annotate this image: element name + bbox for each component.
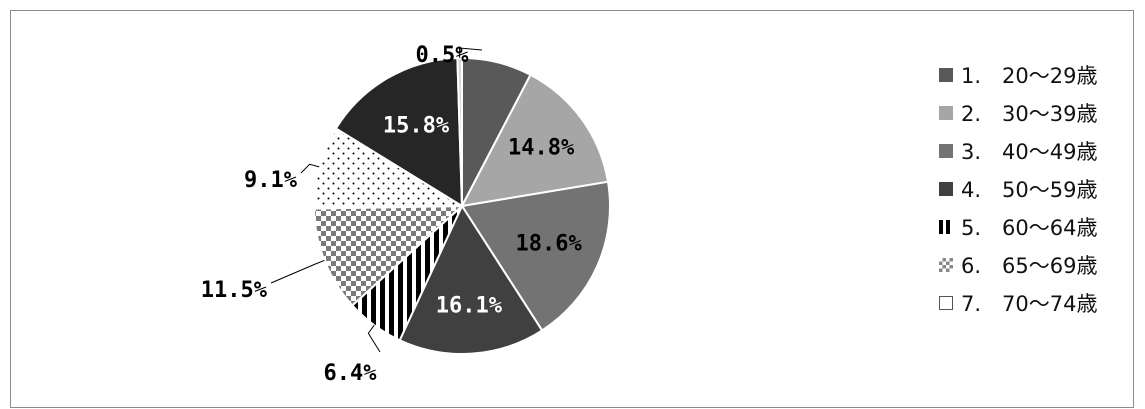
- leader-line: [459, 47, 483, 59]
- legend-label: 7. 70～74歳: [961, 292, 1098, 316]
- leader-line: [300, 163, 320, 174]
- legend-swatch: [939, 144, 953, 158]
- legend-label: 1. 20～29歳: [961, 64, 1098, 88]
- data-label: 0.5%: [416, 43, 470, 68]
- data-label: 11.5%: [201, 278, 268, 303]
- legend-label: 2. 30～39歳: [961, 102, 1098, 126]
- pie-slice: [313, 127, 466, 210]
- legend-swatch: [939, 68, 953, 82]
- pie-chart: 14.8% 18.6% 16.1% 6.4% 11.5% 9.1% 15.8% 0.5%: [201, 43, 611, 386]
- pie-slice: [460, 180, 611, 332]
- pie-slice: [460, 73, 610, 208]
- pie-slice: [313, 204, 465, 307]
- legend-item: 5. 60～64歳: [939, 208, 1097, 246]
- chart-frame: 14.8% 18.6% 16.1% 6.4% 11.5% 9.1% 15.8% 0.5% 1.…: [10, 10, 1134, 408]
- legend-swatch: [939, 106, 953, 120]
- leader-line: [367, 324, 381, 353]
- legend-swatch: [939, 182, 953, 196]
- legend-swatch: [939, 296, 953, 310]
- pie-slice: [398, 203, 544, 355]
- legend-item: 1. 20～29歳: [939, 56, 1097, 94]
- legend-item: 4. 50～59歳: [939, 170, 1097, 208]
- leader-line: [270, 259, 325, 284]
- legend-label: 4. 50～59歳: [961, 178, 1098, 202]
- legend-label: 6. 65～69歳: [961, 254, 1098, 278]
- data-label: 9.1%: [244, 168, 298, 193]
- legend-label: 5. 60～64歳: [961, 216, 1098, 240]
- legend-item: 6. 65～69歳: [939, 246, 1097, 284]
- pie-slice: [334, 57, 464, 208]
- legend-item: 2. 30～39歳: [939, 94, 1097, 132]
- legend-swatch: [939, 258, 953, 272]
- legend-swatch: [939, 220, 953, 234]
- data-label: 16.1%: [436, 293, 503, 318]
- data-label: 15.8%: [383, 114, 450, 139]
- legend: 1. 20～29歳 2. 30～39歳 3. 40～49歳 4. 50～59歳 5. 6…: [939, 56, 1097, 322]
- data-label: 6.4%: [324, 361, 378, 386]
- legend-item: 3. 40～49歳: [939, 132, 1097, 170]
- legend-label: 3. 40～49歳: [961, 140, 1098, 164]
- data-label: 18.6%: [515, 231, 582, 256]
- legend-item: 7. 70～74歳: [939, 284, 1097, 322]
- data-label: 14.8%: [508, 136, 575, 161]
